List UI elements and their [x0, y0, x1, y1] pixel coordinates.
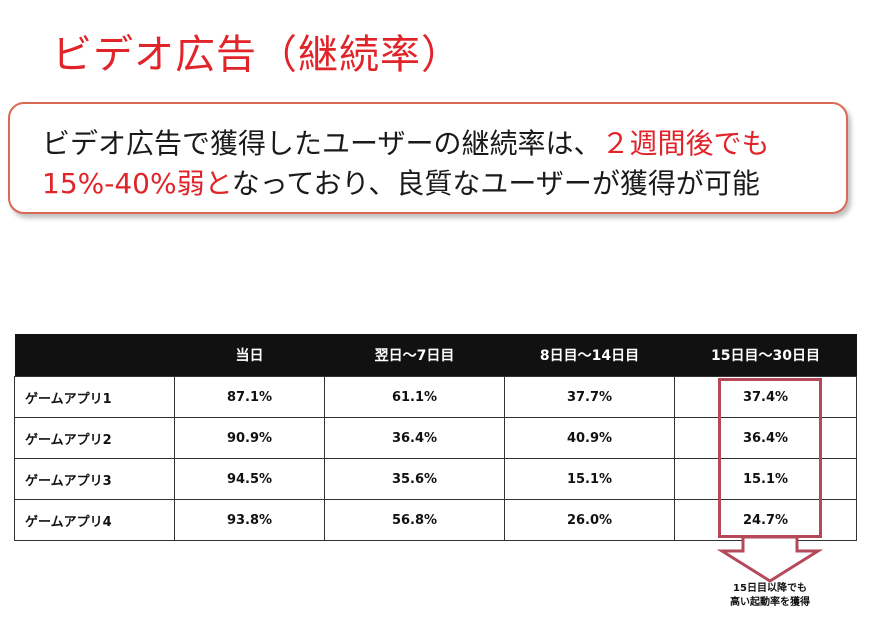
table-cell: 26.0%	[504, 499, 675, 541]
app-name-cell: ゲームアプリ4	[14, 499, 175, 541]
table-cell: 24.7%	[674, 499, 857, 541]
table-cell: 90.9%	[174, 417, 325, 459]
table-cell: 36.4%	[674, 417, 857, 459]
table-header-corner	[14, 334, 175, 377]
callout-text-2: なっており、良質なユーザーが獲得が可能	[231, 167, 760, 200]
table-cell: 37.7%	[504, 376, 675, 418]
highlight-box	[718, 378, 822, 538]
table-cell: 61.1%	[324, 376, 505, 418]
annotation-line-2: 高い起動率を獲得	[730, 597, 810, 608]
table-header-day1-7: 翌日～7日目	[324, 334, 505, 377]
table-cell: 36.4%	[324, 417, 505, 459]
retention-table: 当日 翌日～7日目 8日目～14日目 15日目～30日目 ゲームアプリ1 87.…	[14, 334, 857, 541]
table-cell: 87.1%	[174, 376, 325, 418]
annotation-note: 15日目以降でも 高い起動率を獲得	[690, 582, 850, 610]
callout-line-1: ビデオ広告で獲得したユーザーの継続率は、２週間後でも	[42, 122, 769, 162]
app-name-cell: ゲームアプリ1	[14, 376, 175, 418]
table-header-day0: 当日	[174, 334, 325, 377]
table-header-row: 当日 翌日～7日目 8日目～14日目 15日目～30日目	[14, 334, 857, 377]
table-cell: 15.1%	[504, 458, 675, 500]
table-cell: 40.9%	[504, 417, 675, 459]
down-arrow-icon	[716, 537, 824, 583]
table-row: ゲームアプリ2 90.9% 36.4% 40.9% 36.4%	[14, 417, 857, 459]
table-row: ゲームアプリ3 94.5% 35.6% 15.1% 15.1%	[14, 458, 857, 500]
table-cell: 56.8%	[324, 499, 505, 541]
annotation-line-1: 15日目以降でも	[733, 583, 807, 594]
table-row: ゲームアプリ1 87.1% 61.1% 37.7% 37.4%	[14, 376, 857, 418]
table-row: ゲームアプリ4 93.8% 56.8% 26.0% 24.7%	[14, 499, 857, 541]
table-cell: 35.6%	[324, 458, 505, 500]
table-header-day15-30: 15日目～30日目	[674, 334, 857, 377]
callout-line-2: 15%-40%弱となっており、良質なユーザーが獲得が可能	[42, 162, 760, 202]
callout-highlight-2: 15%-40%弱と	[42, 167, 232, 200]
table-header-day8-14: 8日目～14日目	[504, 334, 675, 377]
callout-text-1: ビデオ広告で獲得したユーザーの継続率は、	[42, 127, 602, 160]
table-cell: 15.1%	[674, 458, 857, 500]
callout-highlight-1: ２週間後でも	[601, 127, 770, 160]
table-cell: 37.4%	[674, 376, 857, 418]
app-name-cell: ゲームアプリ2	[14, 417, 175, 459]
app-name-cell: ゲームアプリ3	[14, 458, 175, 500]
page-title: ビデオ広告（継続率）	[52, 32, 462, 78]
summary-callout: ビデオ広告で獲得したユーザーの継続率は、２週間後でも 15%-40%弱となってお…	[8, 102, 848, 214]
table-cell: 94.5%	[174, 458, 325, 500]
table-cell: 93.8%	[174, 499, 325, 541]
